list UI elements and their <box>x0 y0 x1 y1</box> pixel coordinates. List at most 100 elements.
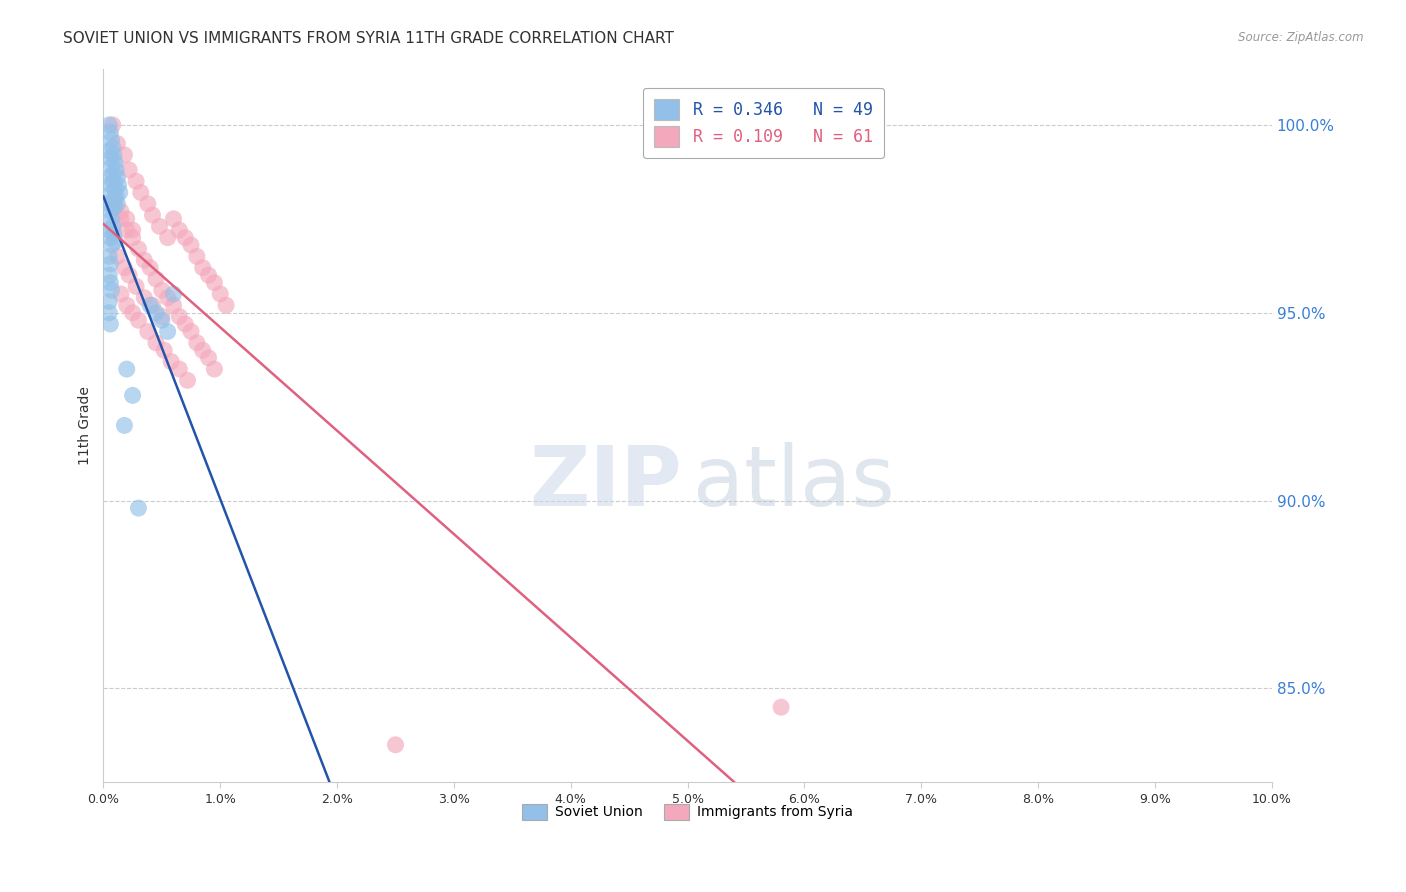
Point <box>101 140 124 154</box>
Point <box>150 283 173 297</box>
Point <box>134 253 156 268</box>
Point <box>162 211 184 226</box>
Point <box>125 279 148 293</box>
Point <box>100 204 122 219</box>
Point <box>101 118 124 132</box>
Point <box>150 310 173 324</box>
Point <box>105 163 128 178</box>
Point <box>107 136 129 151</box>
Y-axis label: 11th Grade: 11th Grade <box>79 386 93 465</box>
Point <box>197 351 219 365</box>
Point <box>100 317 122 331</box>
Point <box>118 163 141 178</box>
Point <box>115 362 138 376</box>
Point <box>162 287 184 301</box>
Point <box>160 354 183 368</box>
Text: atlas: atlas <box>693 442 896 523</box>
Point <box>202 362 225 376</box>
Point <box>145 335 167 350</box>
Point <box>145 306 167 320</box>
Point <box>197 268 219 282</box>
Point <box>186 249 208 263</box>
Point <box>125 174 148 188</box>
Point <box>103 174 125 188</box>
Point <box>105 189 128 203</box>
Point <box>98 268 121 282</box>
Point <box>100 125 122 139</box>
Point <box>191 343 214 358</box>
Point <box>100 152 122 166</box>
Point <box>202 276 225 290</box>
Point <box>104 235 127 249</box>
Point <box>104 182 127 196</box>
Point <box>169 223 191 237</box>
Point <box>98 294 121 309</box>
Point <box>136 325 159 339</box>
Point <box>115 211 138 226</box>
Point <box>107 249 129 263</box>
Point <box>139 260 162 275</box>
Point <box>186 335 208 350</box>
Point <box>136 196 159 211</box>
Point <box>150 313 173 327</box>
Point <box>108 186 131 200</box>
Point <box>127 501 149 516</box>
Point <box>103 201 125 215</box>
Point <box>101 219 124 234</box>
Point <box>156 325 179 339</box>
Point <box>162 298 184 312</box>
Text: ZIP: ZIP <box>529 442 682 523</box>
Point <box>100 178 122 192</box>
Point <box>100 186 122 200</box>
Point <box>112 148 135 162</box>
Point <box>110 287 132 301</box>
Point <box>100 133 122 147</box>
Point <box>169 310 191 324</box>
Point <box>191 260 214 275</box>
Point <box>98 144 121 158</box>
Point <box>174 317 197 331</box>
Point <box>98 118 121 132</box>
Point <box>100 230 122 244</box>
Point <box>100 283 122 297</box>
Point <box>127 313 149 327</box>
Point <box>141 298 163 312</box>
Text: Source: ZipAtlas.com: Source: ZipAtlas.com <box>1239 31 1364 45</box>
Point <box>100 238 122 252</box>
Point <box>148 219 170 234</box>
Point <box>176 373 198 387</box>
Point <box>215 298 238 312</box>
Point <box>103 227 125 241</box>
Point <box>121 388 143 402</box>
Point <box>100 159 122 173</box>
Legend: Soviet Union, Immigrants from Syria: Soviet Union, Immigrants from Syria <box>516 798 859 825</box>
Point <box>134 291 156 305</box>
Point <box>118 268 141 282</box>
Point <box>100 257 122 271</box>
Point <box>112 260 135 275</box>
Point <box>100 276 122 290</box>
Text: SOVIET UNION VS IMMIGRANTS FROM SYRIA 11TH GRADE CORRELATION CHART: SOVIET UNION VS IMMIGRANTS FROM SYRIA 11… <box>63 31 673 46</box>
Point <box>98 249 121 263</box>
Point <box>169 362 191 376</box>
Point <box>770 700 793 714</box>
Point <box>112 418 135 433</box>
Point <box>174 230 197 244</box>
Point <box>153 343 176 358</box>
Point <box>121 223 143 237</box>
Point <box>156 291 179 305</box>
Point <box>209 287 232 301</box>
Point <box>115 223 138 237</box>
Point <box>129 186 152 200</box>
Point <box>180 238 202 252</box>
Point <box>141 208 163 222</box>
Point <box>127 242 149 256</box>
Point <box>107 170 129 185</box>
Point <box>101 193 124 207</box>
Point <box>104 201 127 215</box>
Point <box>180 325 202 339</box>
Point <box>101 167 124 181</box>
Point <box>104 155 127 169</box>
Point <box>115 298 138 312</box>
Point <box>103 148 125 162</box>
